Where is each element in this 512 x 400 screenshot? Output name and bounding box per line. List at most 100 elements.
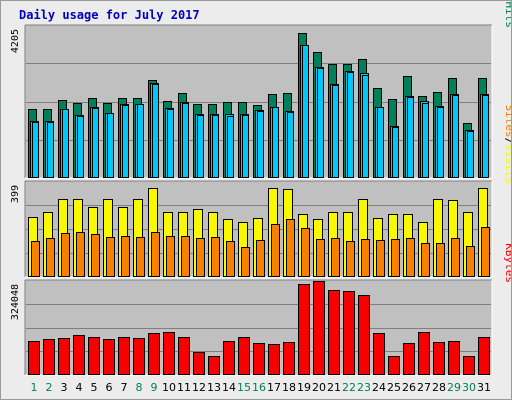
day-label: 9 — [151, 381, 158, 394]
bar-pages — [227, 116, 234, 178]
day-label: 28 — [432, 381, 446, 394]
bar-pages — [137, 104, 144, 178]
day-label: 1 — [31, 381, 38, 394]
legend: Pages/Files/Hits — [503, 1, 511, 28]
bar-kbytes — [148, 333, 160, 375]
day-label: 27 — [417, 381, 431, 394]
bar-pages — [347, 72, 354, 178]
bar-pages — [152, 84, 159, 178]
legend-separator: / — [503, 138, 511, 145]
day-label: 12 — [192, 381, 206, 394]
bar-sites — [376, 240, 385, 277]
day-label: 26 — [402, 381, 416, 394]
bar-sites — [421, 243, 430, 277]
bar-pages — [197, 115, 204, 178]
day-label: 21 — [327, 381, 341, 394]
bar-sites — [136, 237, 145, 277]
bar-sites — [181, 236, 190, 277]
bar-pages — [392, 127, 399, 178]
ymax-label-kbytes: 324048 — [10, 284, 21, 320]
day-label: 29 — [447, 381, 461, 394]
bar-kbytes — [223, 341, 235, 375]
day-label: 5 — [91, 381, 98, 394]
bar-kbytes — [478, 337, 490, 375]
day-label: 22 — [342, 381, 356, 394]
day-label: 25 — [387, 381, 401, 394]
day-label: 7 — [121, 381, 128, 394]
bar-kbytes — [103, 339, 115, 375]
bar-sites — [256, 240, 265, 277]
day-label: 30 — [462, 381, 476, 394]
day-label: 10 — [162, 381, 176, 394]
bar-pages — [287, 112, 294, 178]
bar-pages — [167, 109, 174, 178]
bar-kbytes — [178, 337, 190, 375]
bar-pages — [482, 95, 489, 178]
bar-sites — [91, 234, 100, 277]
bar-sites — [286, 219, 295, 277]
day-label: 13 — [207, 381, 221, 394]
bar-kbytes — [253, 343, 265, 375]
day-label: 6 — [106, 381, 113, 394]
bar-sites — [301, 228, 310, 277]
bar-pages — [107, 113, 114, 178]
bar-sites — [466, 246, 475, 277]
bar-sites — [361, 239, 370, 277]
bar-kbytes — [433, 342, 445, 375]
bar-kbytes — [283, 342, 295, 375]
bar-pages — [272, 107, 279, 178]
bar-pages — [452, 95, 459, 178]
day-label: 8 — [136, 381, 143, 394]
day-label: 23 — [357, 381, 371, 394]
day-label: 4 — [76, 381, 83, 394]
day-label: 15 — [237, 381, 251, 394]
bar-sites — [346, 241, 355, 277]
bar-pages — [122, 105, 129, 178]
bar-pages — [302, 45, 309, 178]
bar-kbytes — [133, 338, 145, 375]
bar-pages — [407, 97, 414, 178]
bar-sites — [121, 236, 130, 277]
bar-kbytes — [268, 344, 280, 375]
bar-pages — [212, 115, 219, 178]
bar-pages — [182, 103, 189, 178]
bar-pages — [77, 116, 84, 178]
bar-sites — [271, 224, 280, 277]
bar-kbytes — [328, 290, 340, 375]
bar-kbytes — [193, 352, 205, 375]
bar-sites — [481, 227, 490, 277]
bar-sites — [436, 243, 445, 277]
legend-sites: Sites — [503, 105, 511, 138]
legend: KBytes — [503, 243, 511, 283]
day-label: 14 — [222, 381, 236, 394]
day-label: 20 — [312, 381, 326, 394]
bar-pages — [62, 109, 69, 178]
bar-sites — [166, 236, 175, 277]
bar-kbytes — [58, 338, 70, 375]
day-label: 19 — [297, 381, 311, 394]
day-label: 3 — [61, 381, 68, 394]
day-label: 11 — [177, 381, 191, 394]
bar-sites — [331, 238, 340, 277]
day-label: 24 — [372, 381, 386, 394]
day-label: 2 — [46, 381, 53, 394]
bar-pages — [467, 131, 474, 178]
ymax-label-visits: 399 — [10, 185, 21, 203]
bar-sites — [211, 237, 220, 277]
bar-sites — [391, 239, 400, 277]
bar-sites — [451, 238, 460, 277]
bar-kbytes — [28, 341, 40, 375]
legend: Sites/Visits — [503, 105, 511, 185]
legend-visits: Visits — [503, 144, 511, 184]
bar-pages — [92, 108, 99, 178]
bar-kbytes — [118, 337, 130, 375]
bar-sites — [31, 241, 40, 277]
bar-kbytes — [43, 339, 55, 375]
day-label: 16 — [252, 381, 266, 394]
bar-pages — [257, 111, 264, 178]
legend-kbytes: KBytes — [503, 243, 511, 283]
bar-pages — [47, 122, 54, 178]
bar-kbytes — [358, 295, 370, 375]
